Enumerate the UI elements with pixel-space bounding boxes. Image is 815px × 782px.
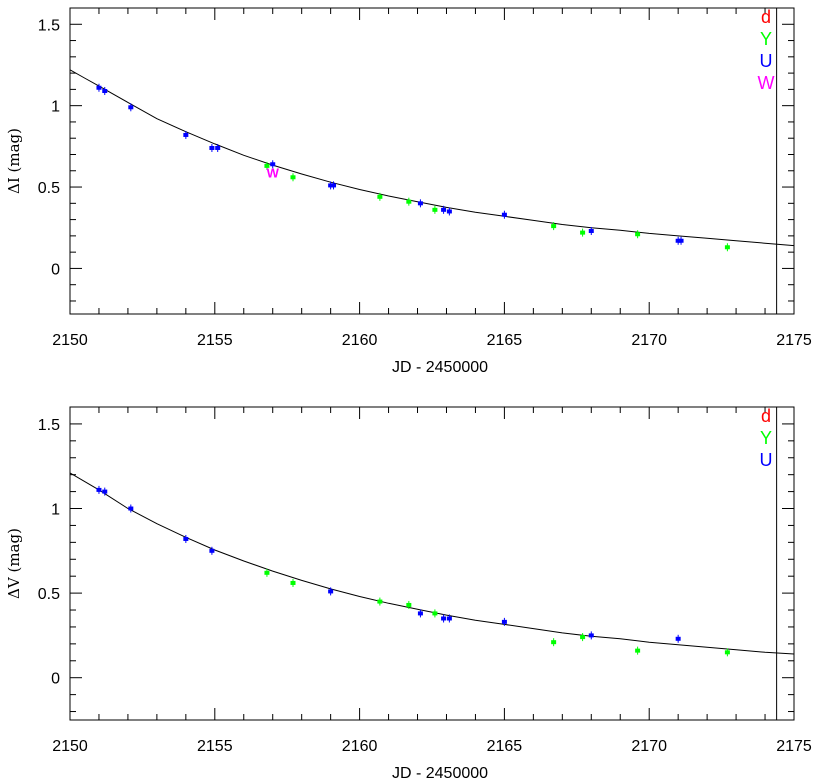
panel-top: 2150 2155 2160 2165 2170 2175 0 0.5 1 1.5 JD - 245… bbox=[5, 7, 812, 376]
y-tick-label: 0 bbox=[51, 671, 60, 688]
fit-curve bbox=[70, 472, 794, 655]
x-tick-label: 2150 bbox=[52, 738, 88, 755]
x-tick-label: 2150 bbox=[52, 332, 88, 349]
legend-entry: d bbox=[761, 406, 771, 426]
series-U bbox=[96, 485, 681, 643]
legend-entry: U bbox=[760, 51, 773, 71]
x-tick-label: 2170 bbox=[631, 738, 667, 755]
x-tick-label: 2155 bbox=[197, 332, 233, 349]
x-axis-label: JD - 2450000 bbox=[392, 359, 488, 376]
y-axis-label: ΔI (mag) bbox=[5, 128, 23, 194]
x-tick-label: 2170 bbox=[631, 332, 667, 349]
x-tick-label: 2155 bbox=[197, 738, 233, 755]
y-tick-label: 0 bbox=[51, 261, 60, 278]
data-point: W bbox=[267, 165, 280, 180]
series-W: W bbox=[267, 165, 280, 180]
legend-entry: Y bbox=[760, 29, 772, 49]
y-tick-label: 1.5 bbox=[38, 17, 60, 34]
series-Y bbox=[264, 161, 730, 252]
legend-entry: U bbox=[760, 450, 773, 470]
series-U bbox=[96, 83, 684, 245]
y-tick-label: 0.5 bbox=[38, 586, 60, 603]
legend-entry: d bbox=[761, 7, 771, 27]
y-axis-label: ΔV (mag) bbox=[5, 528, 23, 599]
x-tick-label: 2165 bbox=[487, 332, 523, 349]
y-tick-label: 1.5 bbox=[38, 417, 60, 434]
plot-frame bbox=[69, 406, 795, 721]
series-Y bbox=[264, 568, 730, 657]
legend-entry: W bbox=[758, 73, 775, 93]
x-axis-label: JD - 2450000 bbox=[392, 765, 488, 782]
legend-entry: Y bbox=[760, 428, 772, 448]
x-tick-label: 2165 bbox=[487, 738, 523, 755]
y-tick-label: 0.5 bbox=[38, 180, 60, 197]
x-tick-label: 2175 bbox=[776, 332, 812, 349]
fit-curve bbox=[70, 69, 794, 247]
plot-frame bbox=[69, 7, 795, 315]
x-tick-label: 2175 bbox=[776, 738, 812, 755]
panel-bottom: 2150 2155 2160 2165 2170 2175 0 0.5 1 1.5 JD - 245… bbox=[5, 406, 812, 782]
x-tick-label: 2160 bbox=[342, 738, 378, 755]
y-tick-label: 1 bbox=[51, 99, 60, 116]
x-tick-label: 2160 bbox=[342, 332, 378, 349]
y-tick-label: 1 bbox=[51, 502, 60, 519]
